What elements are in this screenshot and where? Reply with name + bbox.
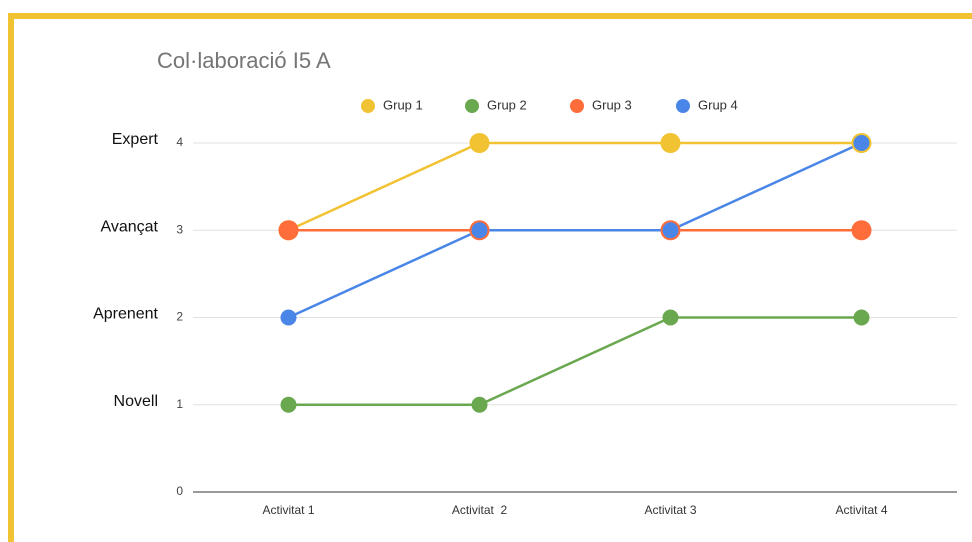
y-level-label: Aprenent (93, 306, 158, 323)
legend-label: Grup 4 (698, 97, 738, 112)
legend-label: Grup 2 (487, 97, 527, 112)
data-point (851, 220, 872, 241)
x-tick-label: Activitat 2 (452, 503, 508, 517)
legend-marker (465, 99, 479, 113)
legend-marker (570, 99, 584, 113)
data-point (660, 133, 681, 153)
y-tick-label: 0 (176, 484, 183, 498)
legend-marker (361, 99, 375, 113)
x-tick-label: Activitat 1 (262, 503, 314, 517)
legend-marker (676, 99, 690, 113)
y-level-label: Novell (114, 393, 158, 410)
legend-label: Grup 3 (592, 97, 632, 112)
data-point (280, 309, 297, 326)
y-tick-label: 3 (176, 222, 183, 236)
data-point (469, 133, 490, 153)
series-line (288, 316, 862, 406)
y-level-label: Expert (112, 131, 159, 148)
border-left (8, 13, 14, 542)
data-point (662, 222, 679, 239)
y-level-label: Avançat (100, 218, 158, 235)
legend-label: Grup 1 (383, 97, 423, 112)
data-point (662, 309, 679, 326)
x-tick-label: Activitat 3 (644, 503, 696, 517)
chart-title: Col·laboració I5 A (157, 48, 331, 73)
y-tick-label: 1 (176, 397, 183, 411)
y-tick-label: 4 (176, 135, 183, 149)
data-point (471, 222, 488, 239)
data-point (280, 396, 297, 413)
series-line (287, 141, 863, 319)
border-top (8, 13, 972, 19)
y-tick-label: 2 (176, 310, 183, 324)
data-point (853, 309, 870, 326)
data-point (853, 135, 870, 151)
series-line (287, 141, 862, 232)
data-point (471, 396, 488, 413)
x-tick-label: Activitat 4 (835, 503, 887, 517)
data-point (278, 220, 299, 241)
